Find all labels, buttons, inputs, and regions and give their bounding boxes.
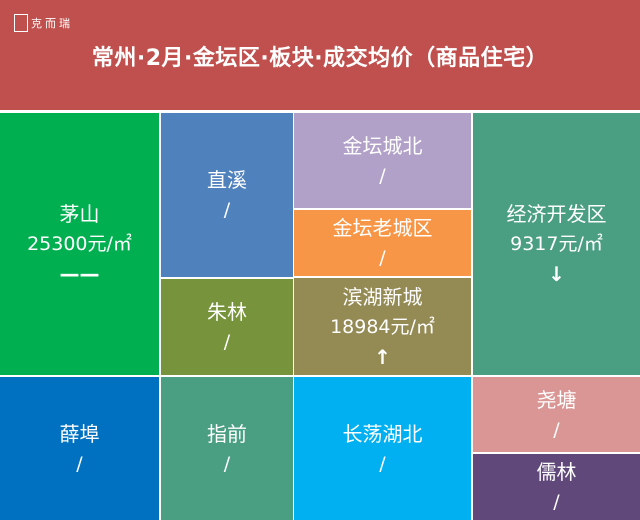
- cell-value: 9317元/㎡: [510, 233, 603, 255]
- cell-2: 直溪 /: [161, 113, 293, 277]
- cell-name: 朱林: [207, 300, 247, 324]
- cell-5: 金坛老城区 /: [294, 210, 471, 276]
- cell-value: 18984元/㎡: [330, 315, 435, 338]
- page-title: 常州·2月·金坛区·板块·成交均价（商品住宅）: [91, 46, 549, 71]
- arrow-up-icon: ↑: [374, 344, 391, 369]
- cell-value: /: [223, 199, 231, 221]
- cell-value: /: [553, 491, 560, 513]
- arrow-down-icon: ↓: [548, 262, 565, 286]
- cell-name: 经济开发区: [506, 202, 607, 226]
- cell-name: 直溪: [207, 168, 247, 192]
- cell-value: /: [379, 164, 386, 187]
- cell-8: 薛埠 /: [0, 377, 159, 520]
- cell-10: 长荡湖北 /: [294, 377, 471, 520]
- cell-name: 儒林: [536, 460, 577, 484]
- cell-4: 金坛城北 /: [294, 113, 471, 208]
- cell-name: 金坛老城区: [332, 216, 433, 240]
- cell-name: 金坛城北: [342, 133, 423, 158]
- cell-name: 尧塘: [536, 387, 577, 412]
- cell-name: 薛埠: [59, 421, 100, 446]
- cell-value: /: [379, 452, 386, 475]
- cell-9: 指前 /: [161, 377, 293, 520]
- cell-7: 经济开发区 9317元/㎡ ↓: [473, 113, 640, 375]
- cell-12: 儒林 /: [473, 454, 640, 520]
- logo: 克而瑞: [14, 14, 73, 32]
- cell-6: 滨湖新城 18984元/㎡ ↑: [294, 278, 471, 375]
- cell-1: 茅山 25300元/㎡ ——: [0, 113, 159, 375]
- cell-name: 滨湖新城: [342, 284, 423, 309]
- cell-value: 25300元/㎡: [27, 233, 132, 255]
- header: 克而瑞 常州·2月·金坛区·板块·成交均价（商品住宅）: [0, 0, 640, 110]
- cell-value: /: [223, 452, 231, 475]
- dash-icon: ——: [59, 262, 100, 286]
- cell-value: /: [379, 247, 386, 269]
- logo-text: 克而瑞: [31, 17, 73, 30]
- cell-value: /: [553, 418, 560, 441]
- cell-name: 茅山: [59, 202, 100, 226]
- cell-value: /: [76, 452, 83, 475]
- cell-3: 朱林 /: [161, 279, 293, 375]
- cell-name: 长荡湖北: [342, 421, 423, 446]
- cell-value: /: [223, 331, 231, 353]
- cell-11: 尧塘 /: [473, 377, 640, 452]
- cell-name: 指前: [207, 421, 247, 446]
- logo-mark-icon: [14, 14, 28, 32]
